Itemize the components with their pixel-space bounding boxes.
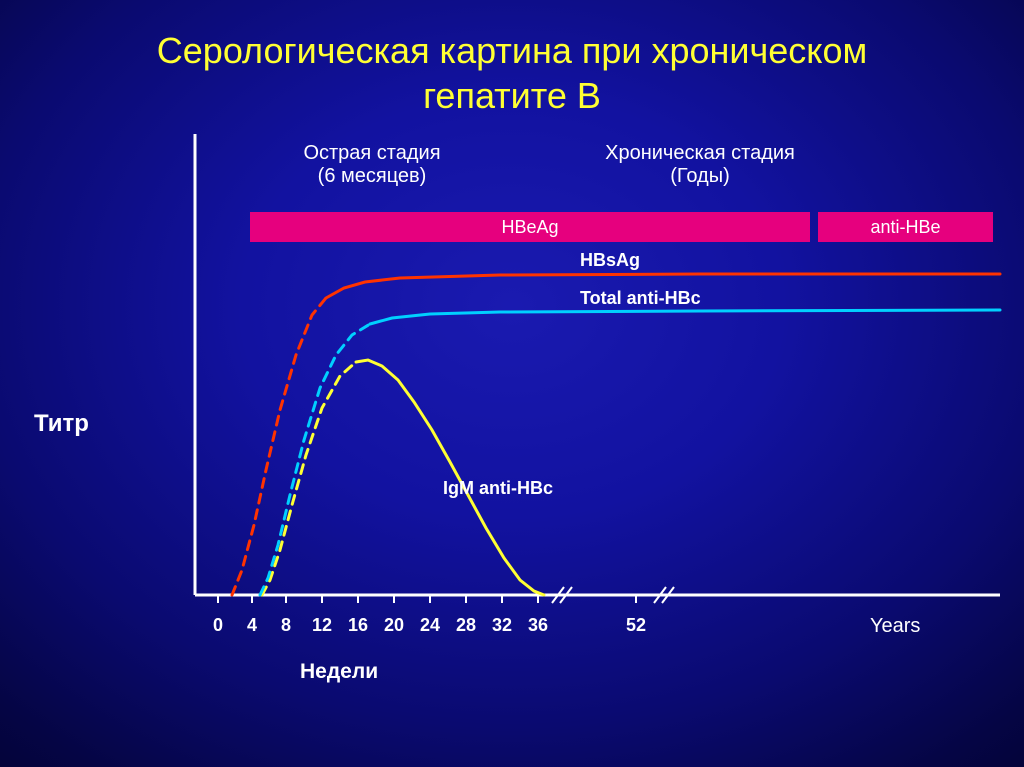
- title-line-2: гепатите В: [423, 75, 601, 116]
- hbeag-bar: HBeAg: [250, 212, 810, 242]
- hbsag-series-label: HBsAg: [580, 250, 640, 271]
- chart-area: Острая стадия (6 месяцев) Хроническая ст…: [0, 130, 1024, 767]
- title-line-1: Серологическая картина при хроническом: [157, 30, 867, 71]
- stage-chronic-l1: Хроническая стадия: [570, 142, 830, 165]
- x-tick-20: 20: [384, 615, 404, 636]
- total-antihbc-series-label: Total anti-HBc: [580, 288, 701, 309]
- x-tick-8: 8: [281, 615, 291, 636]
- x-tick-28: 28: [456, 615, 476, 636]
- x-axis-label-2: Years: [870, 615, 920, 638]
- x-tick-0: 0: [213, 615, 223, 636]
- stage-chronic-l2: (Годы): [570, 165, 830, 188]
- stage-acute-l1: Острая стадия: [252, 142, 492, 165]
- x-tick-32: 32: [492, 615, 512, 636]
- x-axis-label: Недели: [300, 660, 378, 684]
- x-tick-52: 52: [626, 615, 646, 636]
- x-tick-12: 12: [312, 615, 332, 636]
- igm-antihbc-series-label: IgM anti-HBc: [443, 478, 553, 499]
- x-tick-16: 16: [348, 615, 368, 636]
- x-tick-4: 4: [247, 615, 257, 636]
- y-axis-label: Титр: [34, 410, 89, 438]
- x-tick-36: 36: [528, 615, 548, 636]
- stage-chronic-label: Хроническая стадия (Годы): [570, 142, 830, 188]
- stage-acute-label: Острая стадия (6 месяцев): [252, 142, 492, 188]
- x-tick-24: 24: [420, 615, 440, 636]
- chart-title: Серологическая картина при хроническом г…: [0, 0, 1024, 130]
- antihbe-bar: anti-HBe: [818, 212, 993, 242]
- stage-acute-l2: (6 месяцев): [252, 165, 492, 188]
